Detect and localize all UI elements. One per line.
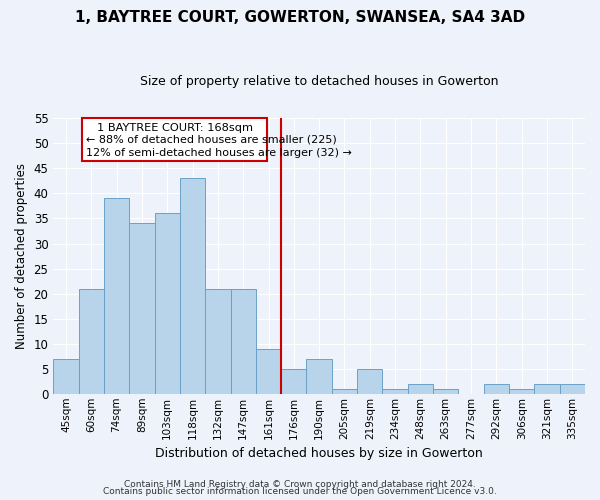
Bar xyxy=(205,288,230,394)
FancyBboxPatch shape xyxy=(82,118,267,161)
Bar xyxy=(307,358,332,394)
Text: 12% of semi-detached houses are larger (32) →: 12% of semi-detached houses are larger (… xyxy=(86,148,352,158)
Bar xyxy=(155,214,180,394)
Bar xyxy=(509,389,535,394)
Text: ← 88% of detached houses are smaller (225): ← 88% of detached houses are smaller (22… xyxy=(86,135,337,145)
Bar xyxy=(433,389,458,394)
Y-axis label: Number of detached properties: Number of detached properties xyxy=(15,163,28,349)
Bar xyxy=(484,384,509,394)
Bar xyxy=(382,389,408,394)
Text: Contains public sector information licensed under the Open Government Licence v3: Contains public sector information licen… xyxy=(103,487,497,496)
Bar xyxy=(560,384,585,394)
Bar xyxy=(53,358,79,394)
X-axis label: Distribution of detached houses by size in Gowerton: Distribution of detached houses by size … xyxy=(155,447,483,460)
Bar xyxy=(408,384,433,394)
Bar xyxy=(535,384,560,394)
Bar xyxy=(79,288,104,394)
Bar xyxy=(281,368,307,394)
Bar xyxy=(230,288,256,394)
Bar xyxy=(357,368,382,394)
Bar xyxy=(180,178,205,394)
Title: Size of property relative to detached houses in Gowerton: Size of property relative to detached ho… xyxy=(140,75,499,88)
Bar xyxy=(104,198,129,394)
Text: Contains HM Land Registry data © Crown copyright and database right 2024.: Contains HM Land Registry data © Crown c… xyxy=(124,480,476,489)
Text: 1 BAYTREE COURT: 168sqm: 1 BAYTREE COURT: 168sqm xyxy=(97,124,253,134)
Bar xyxy=(129,224,155,394)
Bar xyxy=(256,348,281,394)
Bar xyxy=(332,389,357,394)
Text: 1, BAYTREE COURT, GOWERTON, SWANSEA, SA4 3AD: 1, BAYTREE COURT, GOWERTON, SWANSEA, SA4… xyxy=(75,10,525,25)
